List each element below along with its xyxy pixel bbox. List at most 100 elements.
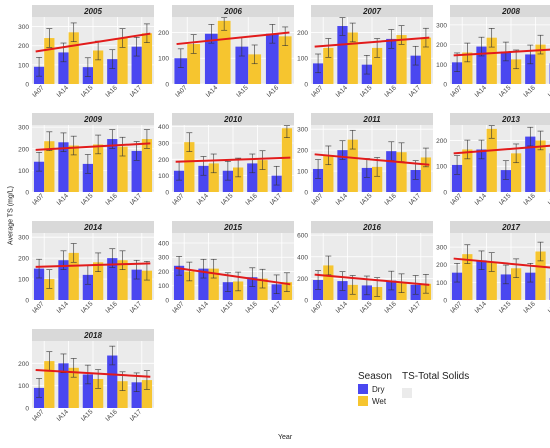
bar-dry-IA16 [247, 163, 258, 192]
trend-line [35, 142, 151, 151]
y-tick-label: 100 [436, 164, 447, 171]
panel-strip [32, 5, 154, 17]
panel-2016: 2016 0 200 400 600 IA07 IA14 IA15 IA16 IA17 [297, 221, 433, 315]
y-tick-label: 100 [158, 283, 169, 290]
bar-wet-IA16 [396, 152, 407, 192]
x-tick-label: IA16 [104, 408, 119, 423]
bar-wet-IA14 [347, 32, 358, 84]
bar-dry-IA16 [107, 258, 118, 300]
bar-wet-IA07 [44, 279, 55, 300]
trend-line [453, 144, 550, 155]
bar-wet-IA14 [347, 139, 358, 192]
trend-line [314, 273, 430, 286]
y-tick-label: 600 [297, 233, 308, 240]
x-tick-label: IA15 [235, 84, 250, 99]
y-tick-label: 0 [304, 298, 308, 305]
x-tick-label: IA17 [129, 300, 144, 315]
x-tick-label: IA14 [56, 84, 71, 99]
bar-wet-IA07 [323, 265, 334, 300]
x-tick-label: IA15 [220, 300, 235, 315]
panel-title: 2008 [501, 7, 520, 16]
bar-dry-IA07 [451, 62, 463, 84]
y-tick-label: 200 [436, 262, 447, 269]
bar-wet-IA14 [486, 37, 497, 84]
x-tick-label: IA07 [31, 300, 46, 315]
bar-dry-IA14 [58, 260, 69, 300]
panel-title: 2015 [223, 223, 242, 232]
bar-wet-IA07 [44, 141, 55, 192]
panel-strip [450, 113, 550, 125]
bar-wet-IA14 [68, 32, 79, 84]
x-tick-label: IA17 [408, 192, 423, 207]
panel-strip [311, 5, 433, 17]
season-legend: Season Dry Wet [358, 371, 392, 406]
x-tick-label: IA07 [449, 84, 464, 99]
panel-strip [450, 221, 550, 233]
y-tick-label: 200 [18, 146, 29, 153]
y-tick-label: 100 [18, 62, 29, 69]
bar-wet-IA07 [323, 155, 334, 192]
y-tick-label: 200 [297, 148, 308, 155]
y-tick-label: 100 [436, 280, 447, 287]
x-tick-label: IA07 [449, 192, 464, 207]
bar-wet-IA07 [462, 149, 473, 192]
y-tick-label: 300 [436, 22, 447, 29]
bar-wet-IA16 [117, 381, 128, 408]
bar-wet-IA16 [535, 140, 546, 192]
dry-swatch [358, 384, 368, 394]
bar-dry-IA15 [222, 170, 233, 192]
x-tick-label: IA07 [31, 408, 46, 423]
panel-strip [172, 221, 294, 233]
bar-dry-IA17 [410, 55, 421, 84]
bar-wet-IA17 [141, 33, 153, 84]
panel-title: 2016 [362, 223, 381, 232]
panel-strip [311, 113, 433, 125]
y-tick-label: 200 [18, 361, 29, 368]
x-tick-label: IA15 [359, 84, 374, 99]
bar-dry-IA14 [476, 149, 487, 192]
trend-line [35, 32, 151, 53]
y-tick-label: 0 [25, 298, 29, 305]
trend-line [453, 257, 550, 269]
legend-label-dry: Dry [372, 384, 385, 394]
bar-wet-IA07 [462, 52, 473, 84]
panel-2009: 2009 0 100 200 300 IA07 IA14 IA15 IA16 IA17 [18, 113, 154, 207]
y-tick-label: 100 [18, 277, 29, 284]
bar-wet-IA17 [141, 380, 153, 408]
y-tick-label: 0 [25, 190, 29, 197]
y-axis-title: Average TS (mg/L) [7, 186, 15, 245]
bar-dry-IA15 [361, 167, 372, 192]
bar-wet-IA14 [208, 163, 219, 192]
panel-2013: 2013 0 100 200 IA07 IA14 IA15 IA16 IA17 [436, 113, 550, 207]
bar-wet-IA17 [141, 139, 153, 192]
y-tick-label: 400 [297, 254, 308, 261]
y-tick-label: 200 [158, 269, 169, 276]
bar-wet-IA16 [117, 146, 128, 192]
y-tick-label: 300 [18, 235, 29, 242]
x-tick-label: IA16 [383, 84, 398, 99]
bar-wet-IA14 [68, 252, 79, 300]
bar-dry-IA16 [107, 139, 118, 192]
x-tick-label: IA15 [498, 300, 513, 315]
y-tick-label: 0 [443, 82, 447, 89]
trend-line [314, 153, 430, 166]
y-tick-label: 100 [297, 56, 308, 63]
y-tick-label: 200 [297, 30, 308, 37]
y-tick-label: 0 [165, 82, 169, 89]
x-tick-label: IA16 [522, 192, 537, 207]
bar-dry-IA17 [131, 46, 142, 84]
panel-title: 2014 [83, 223, 102, 232]
bar-wet-IA14 [68, 367, 79, 408]
panel-2018: 2018 0 100 200 IA07 IA14 IA15 IA16 IA17 [18, 329, 154, 423]
bar-wet-IA16 [117, 38, 128, 84]
bar-dry-IA07 [173, 265, 185, 300]
trend-line [175, 156, 291, 163]
bar-wet-IA16 [257, 278, 268, 300]
y-tick-label: 200 [297, 276, 308, 283]
bar-dry-IA16 [386, 280, 397, 300]
bar-dry-IA07 [173, 170, 185, 192]
bar-dry-IA07 [33, 387, 45, 408]
bar-dry-IA15 [82, 163, 93, 192]
y-tick-label: 300 [158, 140, 169, 147]
x-tick-label: IA07 [310, 84, 325, 99]
